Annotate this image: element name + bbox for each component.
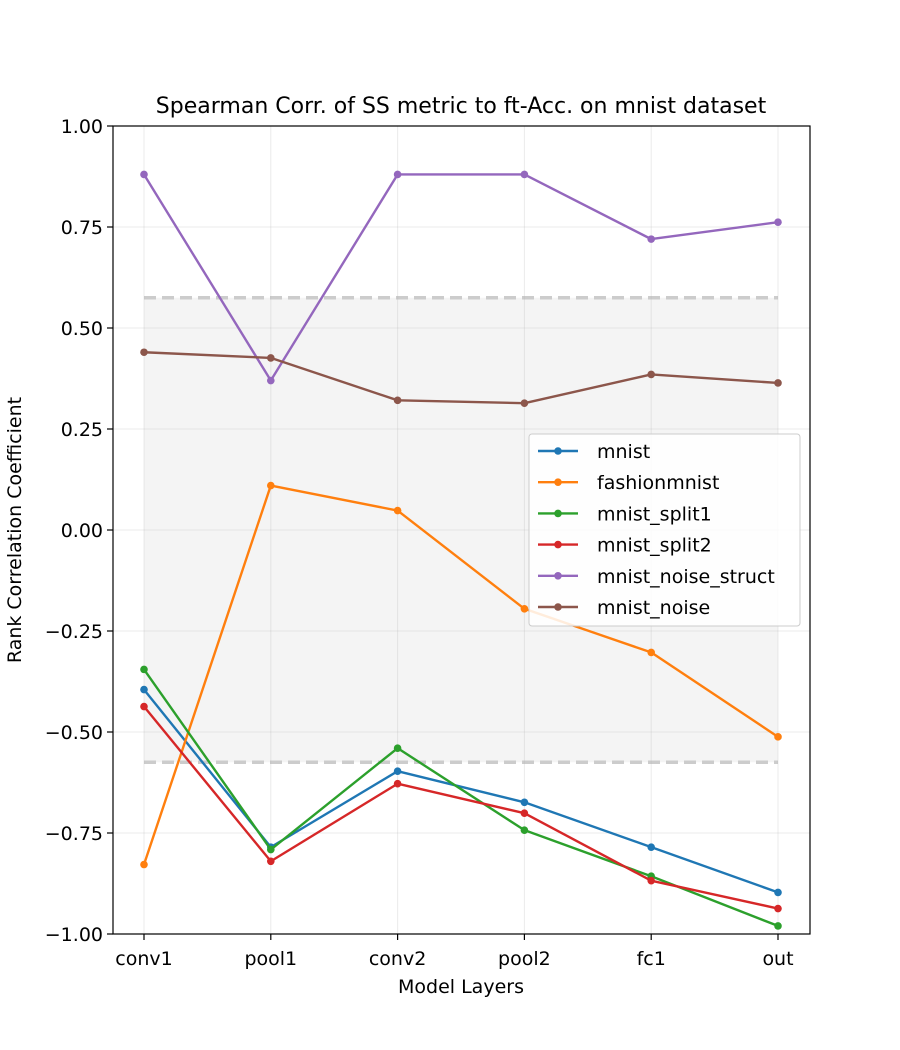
data-point-mnist-split2 <box>140 702 148 711</box>
y-tick-label: −0.75 <box>45 823 103 845</box>
legend-item-mnist-noise: mnist_noise <box>538 597 710 619</box>
y-tick-label: −0.25 <box>45 621 103 643</box>
series-fashionmnist <box>140 481 782 869</box>
y-tick-label: 0.25 <box>61 419 103 441</box>
x-tick-label: conv2 <box>369 948 426 970</box>
data-point-mnist-noise-struct <box>140 170 148 179</box>
data-point-mnist-noise <box>520 399 529 407</box>
legend-marker-mnist-noise-struct <box>554 572 562 580</box>
axis-layer: −1.00 −0.75 −0.50 −0.25 0.00 0.25 0.50 0.75 1.00… <box>45 116 794 970</box>
series-mnist-split2 <box>140 702 782 913</box>
data-point-mnist-split2 <box>267 857 275 866</box>
y-tick-label: 0.50 <box>61 318 103 340</box>
data-point-mnist-split1 <box>774 922 782 930</box>
data-point-mnist-noise <box>140 348 148 357</box>
y-tick-label: −1.00 <box>45 924 103 946</box>
data-point-fashionmnist <box>267 481 275 490</box>
x-axis-label: Model Layers <box>398 976 524 998</box>
y-tick-label: 0.75 <box>61 217 103 239</box>
series-layer <box>140 170 782 930</box>
legend-label-mnist-noise-struct: mnist_noise_struct <box>597 566 775 588</box>
data-point-mnist-noise-struct <box>647 235 655 243</box>
data-point-mnist-noise-struct <box>520 170 529 179</box>
x-tick-label: fc1 <box>637 948 666 970</box>
legend-box <box>528 433 801 627</box>
data-point-fashionmnist <box>140 860 148 869</box>
data-point-mnist-noise <box>267 354 275 362</box>
data-point-mnist-noise-struct <box>393 170 402 179</box>
y-tick-label: 1.00 <box>61 116 103 138</box>
series-line-fashionmnist <box>142 484 779 865</box>
data-point-mnist-split2 <box>520 809 529 818</box>
data-point-mnist-split1 <box>520 826 529 834</box>
legend-item-mnist-noise-struct: mnist_noise_struct <box>538 566 775 588</box>
y-axis-label: Rank Correlation Coefficient <box>4 397 26 663</box>
data-point-fashionmnist <box>520 604 529 613</box>
data-point-fashionmnist <box>393 506 402 515</box>
series-line-mnist-noise <box>143 351 779 405</box>
x-tick-label: pool1 <box>244 948 297 970</box>
data-point-mnist <box>774 888 782 897</box>
data-point-fashionmnist <box>774 733 782 741</box>
data-point-fashionmnist <box>647 648 655 657</box>
data-point-mnist-split1 <box>393 744 402 752</box>
legend-label-mnist-split1: mnist_split1 <box>597 503 712 525</box>
data-point-mnist <box>140 685 148 694</box>
legend-item-fashionmnist: fashionmnist <box>538 472 719 494</box>
data-point-mnist-split2 <box>393 779 402 788</box>
data-point-mnist-split1 <box>140 665 148 674</box>
x-tick-label: out <box>762 948 793 970</box>
data-point-mnist-split1 <box>267 845 275 854</box>
legend-label-mnist: mnist <box>597 441 650 463</box>
legend-label-fashionmnist: fashionmnist <box>597 472 719 494</box>
data-point-mnist-noise <box>647 370 655 379</box>
chart-title: Spearman Corr. of SS metric to ft-Acc. o… <box>156 94 767 119</box>
data-point-mnist <box>647 843 655 851</box>
x-tick-label: conv1 <box>115 948 172 970</box>
data-point-mnist-split2 <box>774 904 782 913</box>
legend-marker-mnist-split2 <box>554 540 562 549</box>
data-point-mnist-noise-struct <box>267 376 275 385</box>
legend-marker-mnist-split1 <box>554 509 562 518</box>
y-tick-label: 0.00 <box>61 520 103 542</box>
legend-marker-mnist <box>554 447 562 455</box>
data-point-mnist-noise <box>774 379 782 387</box>
series-line-mnist-noise-struct <box>142 173 779 382</box>
data-point-mnist-noise <box>393 396 402 405</box>
legend-label-mnist-split2: mnist_split2 <box>597 535 712 557</box>
series-line-mnist-split2 <box>143 705 779 910</box>
data-point-mnist <box>393 767 402 775</box>
legend-item-mnist-split2: mnist_split2 <box>538 535 712 557</box>
legend-item-mnist: mnist <box>538 441 650 463</box>
x-tick-label: pool2 <box>498 948 551 970</box>
legend: mnist fashionmnist mnist_split1 mnist_split… <box>528 433 801 627</box>
legend-marker-mnist-noise <box>554 603 562 611</box>
legend-marker-fashionmnist <box>554 478 562 487</box>
series-mnist-noise-struct <box>140 170 782 385</box>
legend-label-mnist-noise: mnist_noise <box>597 597 710 619</box>
data-point-mnist <box>520 798 529 807</box>
data-point-mnist-split2 <box>647 876 655 885</box>
data-point-mnist-noise-struct <box>774 218 782 226</box>
series-mnist-noise <box>140 348 782 407</box>
legend-item-mnist-split1: mnist_split1 <box>538 503 712 525</box>
y-tick-label: −0.50 <box>45 722 103 744</box>
